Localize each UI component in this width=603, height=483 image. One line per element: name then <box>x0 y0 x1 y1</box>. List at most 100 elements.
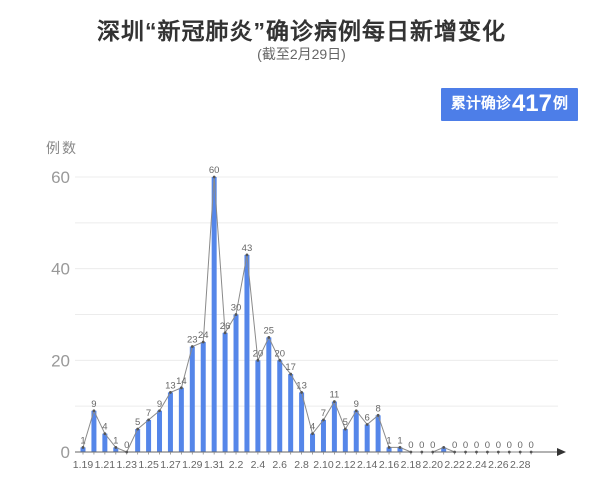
point-label: 9 <box>354 399 359 410</box>
data-point-marker <box>464 450 467 454</box>
badge-suffix: 例 <box>552 95 568 112</box>
y-tick-label: 0 <box>61 443 70 462</box>
x-tick-label: 1.19 <box>73 459 94 471</box>
point-label: 0 <box>496 440 501 451</box>
bar <box>320 419 326 452</box>
data-point-marker <box>256 358 260 362</box>
data-point-marker <box>278 358 282 362</box>
data-point-marker <box>475 450 478 454</box>
data-point-marker <box>92 409 96 413</box>
data-point-marker <box>103 432 107 436</box>
bar <box>342 429 348 452</box>
bar <box>233 314 239 452</box>
bar <box>244 254 250 452</box>
y-tick-label: 40 <box>51 260 70 279</box>
point-label: 0 <box>463 440 468 451</box>
page-title: 深圳“新冠肺炎”确诊病例每日新增变化 <box>97 18 506 44</box>
bar <box>441 447 447 452</box>
bar <box>80 447 86 452</box>
bar <box>375 415 381 452</box>
bar <box>157 410 163 452</box>
point-label: 0 <box>452 440 457 451</box>
data-point-marker <box>234 313 238 316</box>
x-tick-label: 2.16 <box>379 459 400 471</box>
bar <box>255 360 261 452</box>
point-label: 14 <box>176 376 187 387</box>
badge-prefix: 累计确诊 <box>450 95 511 112</box>
point-label: 26 <box>220 321 231 332</box>
bar <box>266 337 272 452</box>
data-point-marker <box>343 427 347 431</box>
point-label: 0 <box>474 440 479 451</box>
x-tick-label: 1.31 <box>204 459 225 471</box>
point-label: 1 <box>386 435 391 446</box>
point-label: 13 <box>296 380 307 391</box>
x-tick-label: 2.18 <box>401 459 422 471</box>
bar <box>331 401 337 452</box>
x-tick-label: 1.25 <box>138 459 159 471</box>
point-label: 13 <box>165 380 176 391</box>
data-point-marker <box>289 372 293 376</box>
point-label: 6 <box>365 413 370 424</box>
point-label: 7 <box>146 408 151 419</box>
x-tick-label: 1.27 <box>160 459 181 471</box>
bar <box>211 177 217 452</box>
data-point-marker <box>136 427 140 431</box>
x-tick-label: 2.26 <box>488 459 509 471</box>
bar <box>299 392 305 452</box>
x-tick-label: 2.12 <box>335 459 356 471</box>
data-point-marker <box>420 450 424 454</box>
point-label: 4 <box>102 422 107 433</box>
data-point-marker <box>518 450 522 454</box>
x-tick-label: 1.29 <box>182 459 203 471</box>
data-point-marker <box>365 423 369 426</box>
page-subtitle: (截至2月29日) <box>257 46 346 62</box>
point-label: 9 <box>157 399 162 410</box>
trend-line <box>82 176 532 453</box>
bar <box>113 447 119 452</box>
data-point-marker <box>453 450 457 454</box>
bar <box>178 387 184 452</box>
data-point-marker <box>311 432 314 436</box>
y-axis-title: 例数 <box>46 140 78 156</box>
data-point-marker <box>332 400 336 403</box>
data-point-marker <box>496 450 500 454</box>
point-label: 4 <box>310 422 315 433</box>
x-tick-label: 2.8 <box>294 459 309 471</box>
x-tick-label: 2.24 <box>466 459 487 471</box>
data-point-marker <box>486 450 489 454</box>
bar <box>353 410 359 452</box>
point-label: 5 <box>135 417 140 428</box>
x-tick-label: 1.21 <box>95 459 116 471</box>
point-label: 1 <box>80 435 85 446</box>
bar <box>364 424 370 452</box>
data-point-marker <box>387 446 391 449</box>
point-label: 7 <box>321 408 326 419</box>
data-point-marker <box>147 418 150 422</box>
cumulative-badge: 累计确诊 417 例 <box>440 88 578 121</box>
point-label: 0 <box>419 440 424 451</box>
bar <box>135 429 141 452</box>
x-tick-label: 1.23 <box>117 459 138 471</box>
data-point-marker <box>398 446 402 449</box>
point-label: 60 <box>209 165 220 176</box>
data-point-marker <box>169 391 172 394</box>
data-point-marker <box>125 450 129 454</box>
point-label: 0 <box>485 440 490 451</box>
data-point-marker <box>212 175 216 179</box>
x-tick-label: 2.10 <box>313 459 334 471</box>
data-point-marker <box>376 413 380 417</box>
point-label: 1 <box>113 435 118 446</box>
point-label: 0 <box>430 440 435 451</box>
point-label: 11 <box>329 390 339 401</box>
data-point-marker <box>431 450 435 454</box>
y-tick-label: 60 <box>51 168 70 187</box>
x-tick-label: 2.22 <box>444 459 465 471</box>
point-label: 0 <box>528 440 533 451</box>
x-tick-label: 2.2 <box>229 459 244 471</box>
data-point-marker <box>354 409 358 413</box>
point-label: 25 <box>264 325 275 336</box>
data-point-marker <box>201 340 205 344</box>
bar <box>386 447 392 452</box>
point-label: 0 <box>408 440 413 451</box>
